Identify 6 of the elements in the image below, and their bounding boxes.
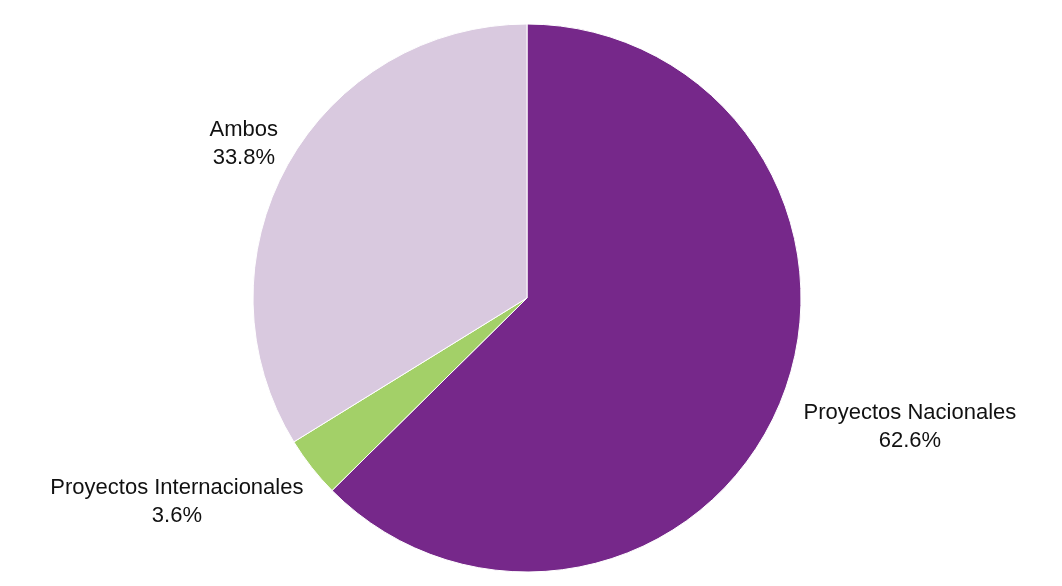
slice-label: Proyectos Nacionales — [803, 398, 1017, 424]
data-label: 33.8% — [212, 144, 276, 170]
slice-label: Ambos — [209, 116, 279, 142]
data-label: 62.6% — [878, 426, 942, 452]
data-label: 3.6% — [151, 502, 202, 528]
slice-label: Proyectos Internacionales — [50, 474, 304, 500]
